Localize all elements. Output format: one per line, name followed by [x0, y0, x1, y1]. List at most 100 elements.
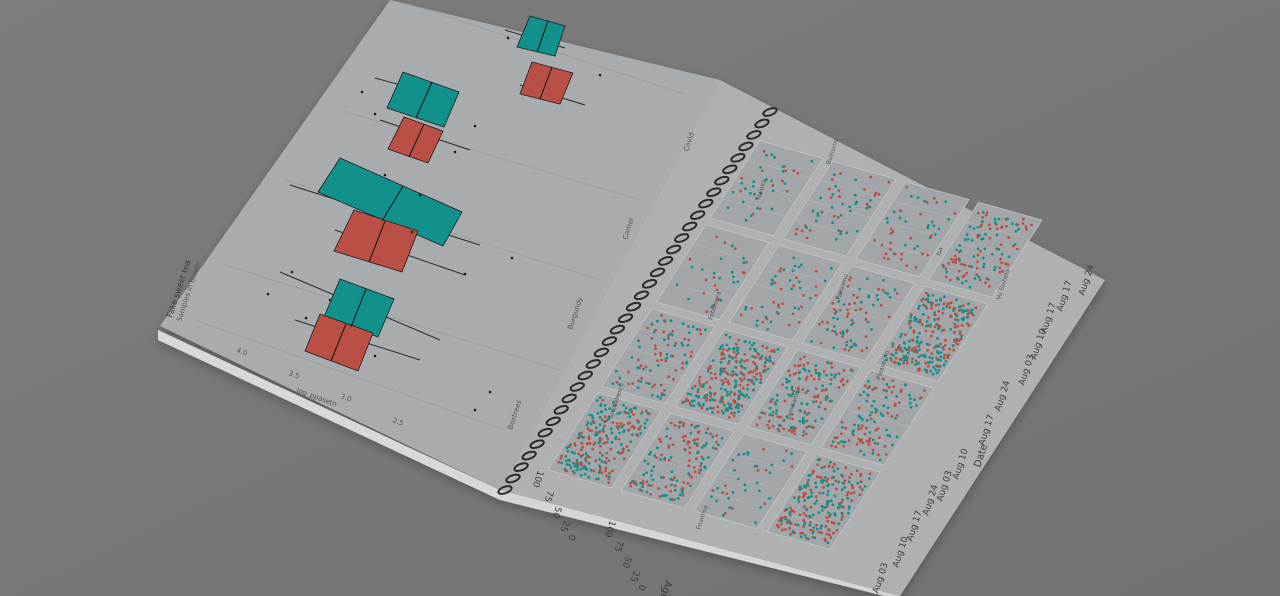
scatter-point	[646, 412, 650, 415]
scatter-point	[925, 370, 929, 374]
scatter-point	[624, 411, 628, 415]
scatter-point	[753, 192, 756, 196]
scatter-point	[605, 434, 608, 438]
scatter-point	[887, 315, 891, 319]
scatter-point	[787, 323, 791, 327]
scatter-point	[731, 370, 735, 374]
scatter-point	[775, 409, 779, 412]
scatter-point	[865, 207, 869, 210]
scatter-point	[598, 457, 602, 461]
scatter-point	[976, 247, 980, 251]
scatter-point	[731, 275, 735, 279]
scatter-point	[848, 476, 851, 479]
scatter-point	[660, 494, 664, 498]
scatter-point	[908, 402, 912, 405]
scatter-point	[619, 421, 623, 425]
scatter-point	[629, 481, 632, 485]
scatter-point	[611, 469, 614, 473]
scatter-point	[723, 512, 727, 515]
scatter-point	[643, 422, 647, 425]
spiral-ring	[497, 485, 513, 495]
scatter-point	[760, 305, 764, 309]
scatter-point	[988, 236, 992, 240]
scatter-point	[931, 372, 935, 376]
scatter-point	[887, 385, 891, 389]
scatter-point	[809, 374, 813, 377]
scatter-point	[852, 429, 856, 433]
scatter-point	[1007, 236, 1011, 240]
facet-gridline	[893, 200, 957, 220]
scatter-point	[743, 489, 747, 492]
scatter-point	[914, 348, 917, 351]
facet-gridline	[880, 220, 945, 239]
scatter-point	[703, 444, 707, 448]
scatter-point	[690, 475, 694, 479]
scatter-point	[797, 500, 801, 504]
scatter-point	[647, 382, 651, 385]
scatter-point	[713, 392, 717, 395]
scatter-point	[608, 471, 611, 475]
scatter-point	[847, 348, 851, 352]
scatter-point	[864, 384, 867, 388]
scatter-point	[733, 385, 737, 389]
scatter-point	[891, 342, 895, 346]
scatter-point	[795, 390, 799, 394]
scatter-point	[788, 510, 792, 514]
scatter-point	[758, 371, 762, 375]
scatter-point	[777, 429, 781, 433]
scatter-point	[927, 316, 930, 320]
scatter-point	[694, 394, 698, 398]
scatter-point	[810, 491, 814, 494]
scatter-point	[899, 209, 902, 213]
scatter-point	[905, 361, 909, 365]
scatter-point	[865, 277, 869, 280]
scatter-point	[628, 408, 632, 412]
scatter-point	[839, 232, 843, 236]
scatter-point	[885, 383, 889, 386]
scatter-point	[674, 369, 678, 372]
scatter-point	[808, 521, 812, 524]
scatter-point	[845, 231, 849, 235]
scatter-point	[970, 265, 974, 269]
scatter-point	[802, 294, 805, 297]
scatter-point	[902, 341, 906, 345]
scatter-point	[812, 469, 815, 473]
scatter-point	[612, 404, 616, 407]
scatter-point	[864, 426, 868, 430]
scatter-point	[604, 408, 608, 411]
scatter-point	[702, 396, 706, 400]
facet-gridline	[772, 388, 837, 407]
scatter-point	[925, 201, 929, 204]
scatter-point	[814, 481, 817, 485]
scatter-point	[722, 348, 725, 351]
scatter-point	[748, 347, 752, 351]
scatter-point	[934, 368, 937, 372]
scatter-point	[708, 398, 712, 402]
scatter-point	[712, 303, 716, 307]
spiral-ring	[690, 210, 706, 220]
scatter-point	[884, 396, 888, 399]
scatter-point	[761, 320, 765, 324]
scatter-point	[981, 256, 985, 260]
scatter-point	[825, 532, 829, 536]
scatter-point	[941, 311, 945, 315]
scatter-point	[564, 459, 568, 463]
scatter-point	[721, 401, 725, 404]
spiral-ring	[714, 175, 730, 186]
scatter-point	[871, 448, 875, 452]
scatter-point	[931, 356, 934, 360]
scatter-point	[894, 351, 898, 355]
scatter-point	[937, 227, 941, 231]
scatter-point	[598, 468, 602, 472]
scatter-point	[896, 346, 900, 350]
scatter-point	[565, 462, 569, 466]
scatter-point	[793, 264, 797, 268]
y-tick-bottom-5: 0	[635, 583, 646, 592]
scatter-point	[966, 312, 970, 316]
scatter-point	[804, 514, 808, 518]
scatter-point	[648, 453, 651, 456]
scatter-point	[920, 354, 924, 357]
scatter-point	[744, 218, 748, 222]
scatter-point	[770, 397, 774, 401]
scatter-point	[993, 268, 996, 272]
